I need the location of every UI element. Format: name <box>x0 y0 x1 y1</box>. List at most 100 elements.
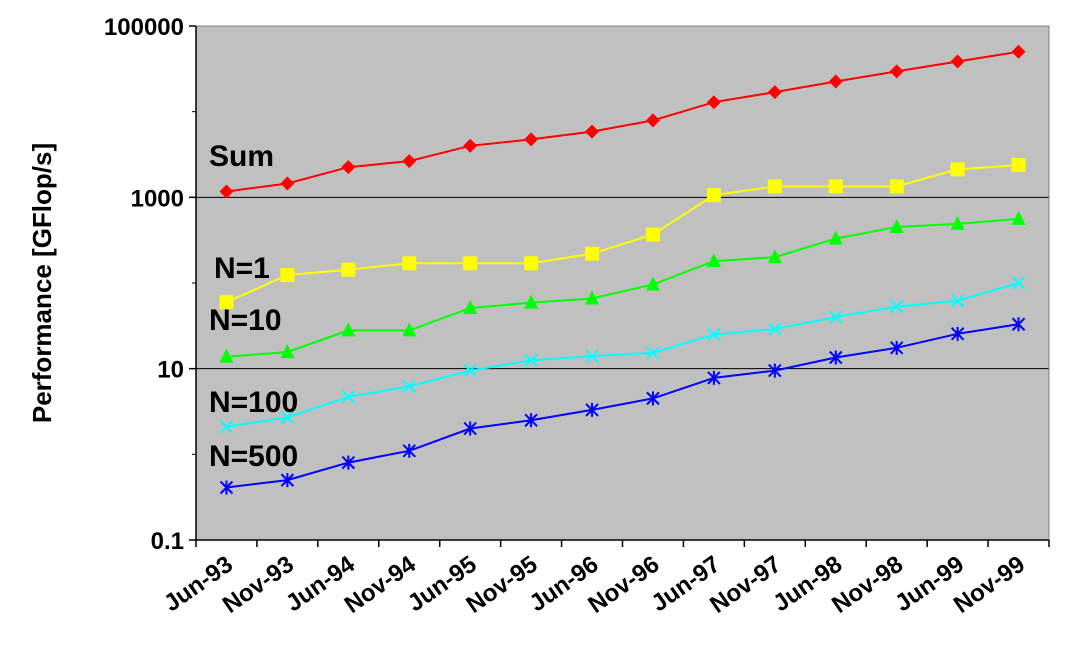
y-axis-title: Performance [GFlop/s] <box>27 143 57 423</box>
data-point <box>767 179 782 194</box>
data-point <box>645 227 660 242</box>
data-point <box>645 276 660 291</box>
data-point <box>219 420 234 434</box>
series-label-n10: N=10 <box>209 304 282 337</box>
x-tick-label: Nov-99 <box>949 551 1030 619</box>
data-point <box>889 219 904 234</box>
data-point <box>585 402 599 417</box>
data-point <box>463 421 477 436</box>
data-point <box>341 455 356 470</box>
data-point <box>402 154 417 169</box>
x-tick-label: Nov-94 <box>340 550 422 618</box>
data-point <box>768 322 782 336</box>
y-tick-label: 1000 <box>131 185 184 212</box>
data-point <box>889 340 904 355</box>
x-tick-label: Nov-95 <box>462 551 543 619</box>
series-line <box>226 282 1019 428</box>
data-point <box>1011 210 1026 225</box>
series-n100 <box>219 276 1026 434</box>
data-point <box>524 132 539 147</box>
series-line <box>226 50 1019 193</box>
data-point <box>280 473 295 488</box>
data-point <box>950 54 965 69</box>
data-point <box>585 124 600 139</box>
data-point <box>950 215 965 230</box>
data-point <box>767 85 782 100</box>
data-point <box>280 344 295 359</box>
data-point <box>767 249 782 264</box>
series-line <box>226 217 1019 358</box>
data-point <box>585 290 600 305</box>
data-point <box>889 179 904 194</box>
data-point <box>707 370 721 385</box>
data-point <box>585 246 600 261</box>
data-point <box>341 322 356 337</box>
data-point <box>706 188 721 203</box>
data-point <box>950 294 965 308</box>
data-point <box>524 256 539 271</box>
data-point <box>219 348 234 363</box>
series-label-sum: Sum <box>209 140 274 173</box>
data-point <box>1011 158 1026 173</box>
data-point <box>402 256 417 271</box>
x-tick-label: Nov-93 <box>218 551 299 619</box>
data-point <box>950 162 965 177</box>
data-point <box>706 95 721 110</box>
data-point <box>463 138 478 153</box>
data-point <box>402 379 416 394</box>
data-point <box>1011 276 1026 290</box>
series-layer <box>219 44 1026 495</box>
series-sum <box>219 44 1026 199</box>
series-n10 <box>219 210 1026 363</box>
data-point <box>646 391 660 406</box>
data-point <box>341 390 356 404</box>
series-n1 <box>219 158 1026 310</box>
series-line <box>226 323 1019 489</box>
series-label-n100: N=100 <box>209 386 298 419</box>
y-tick-label: 0.1 <box>151 528 184 555</box>
series-line <box>226 164 1019 304</box>
data-point <box>1011 44 1026 59</box>
data-point <box>524 294 539 309</box>
plot-area <box>196 26 1049 540</box>
x-tick-label: Nov-98 <box>827 551 908 619</box>
data-point <box>280 410 295 425</box>
data-point <box>829 350 843 365</box>
data-point <box>341 160 356 175</box>
series-label-n1: N=1 <box>214 252 270 285</box>
data-point <box>402 322 417 337</box>
data-point <box>828 230 843 245</box>
data-point <box>829 310 843 324</box>
data-point <box>341 262 356 277</box>
data-point <box>889 64 904 79</box>
data-point <box>706 253 721 268</box>
data-point <box>1011 317 1026 332</box>
data-point <box>463 363 477 378</box>
data-point <box>524 353 538 368</box>
x-tick-label: Nov-96 <box>583 551 664 619</box>
data-point <box>219 295 234 310</box>
y-tick-label: 10 <box>157 357 184 384</box>
axes <box>189 25 1050 547</box>
data-point <box>950 326 965 341</box>
data-point <box>768 363 782 378</box>
data-point <box>645 113 660 128</box>
data-point <box>828 179 843 194</box>
series-label-n500: N=500 <box>209 440 298 473</box>
data-point <box>646 346 660 360</box>
data-point <box>524 413 538 428</box>
data-point <box>828 74 843 89</box>
y-tick-label: 100000 <box>104 14 184 41</box>
data-point <box>280 176 295 191</box>
data-point <box>463 256 478 271</box>
x-tick-label: Nov-97 <box>705 551 786 619</box>
data-point <box>585 349 599 363</box>
data-point <box>889 299 904 314</box>
data-point <box>219 480 234 495</box>
data-point <box>219 184 234 199</box>
data-point <box>280 267 295 282</box>
data-point <box>402 443 416 458</box>
data-point <box>463 300 478 315</box>
data-point <box>707 327 721 342</box>
